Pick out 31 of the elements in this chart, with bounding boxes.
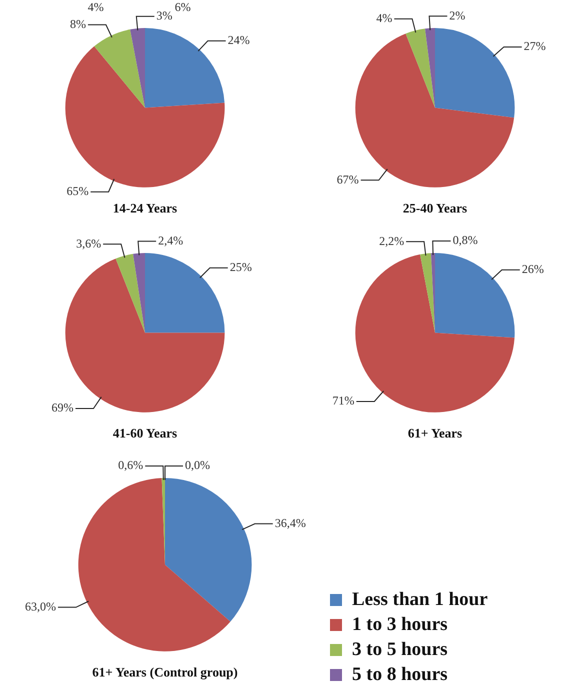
data-label: 2,2%	[379, 234, 404, 248]
text: 0,0%	[185, 458, 210, 472]
data-label: 65%	[66, 184, 89, 198]
data-label: 2,4%	[158, 233, 184, 248]
data-label: 0,6%	[118, 458, 144, 472]
data-label: 24%	[228, 33, 250, 48]
text: 6%	[174, 0, 191, 14]
text: 61+ Years	[408, 426, 462, 441]
text: 4%	[88, 0, 104, 14]
data-label: 71%	[332, 394, 354, 408]
data-label: 2%	[449, 8, 466, 22]
text: 14-24 Years	[112, 200, 178, 216]
data-label: 0,8%	[452, 233, 478, 248]
text: 25-40 Years	[402, 200, 468, 216]
data-label: 25%	[230, 260, 252, 274]
data-label: 27%	[524, 39, 546, 54]
data-label: 4%	[376, 11, 392, 26]
legend-label: 3 to 5 hours	[352, 638, 448, 660]
text: 41-60 Years	[112, 426, 178, 441]
data-label: 69%	[51, 400, 74, 415]
data-label: 26%	[522, 262, 544, 276]
legend-label: 5 to 8 hours	[352, 664, 448, 686]
data-label: 8%	[70, 16, 86, 31]
data-label: 3,6%	[76, 236, 102, 250]
data-label: 67%	[336, 172, 359, 186]
data-label: 36,4%	[274, 516, 306, 530]
data-label: 3%	[156, 8, 172, 23]
legend-label: 1 to 3 hours	[352, 614, 448, 636]
legend-label: Less than 1 hour	[352, 588, 488, 610]
data-label: 63,0%	[24, 599, 56, 614]
text: 61+ Years (Control group)	[92, 664, 238, 680]
